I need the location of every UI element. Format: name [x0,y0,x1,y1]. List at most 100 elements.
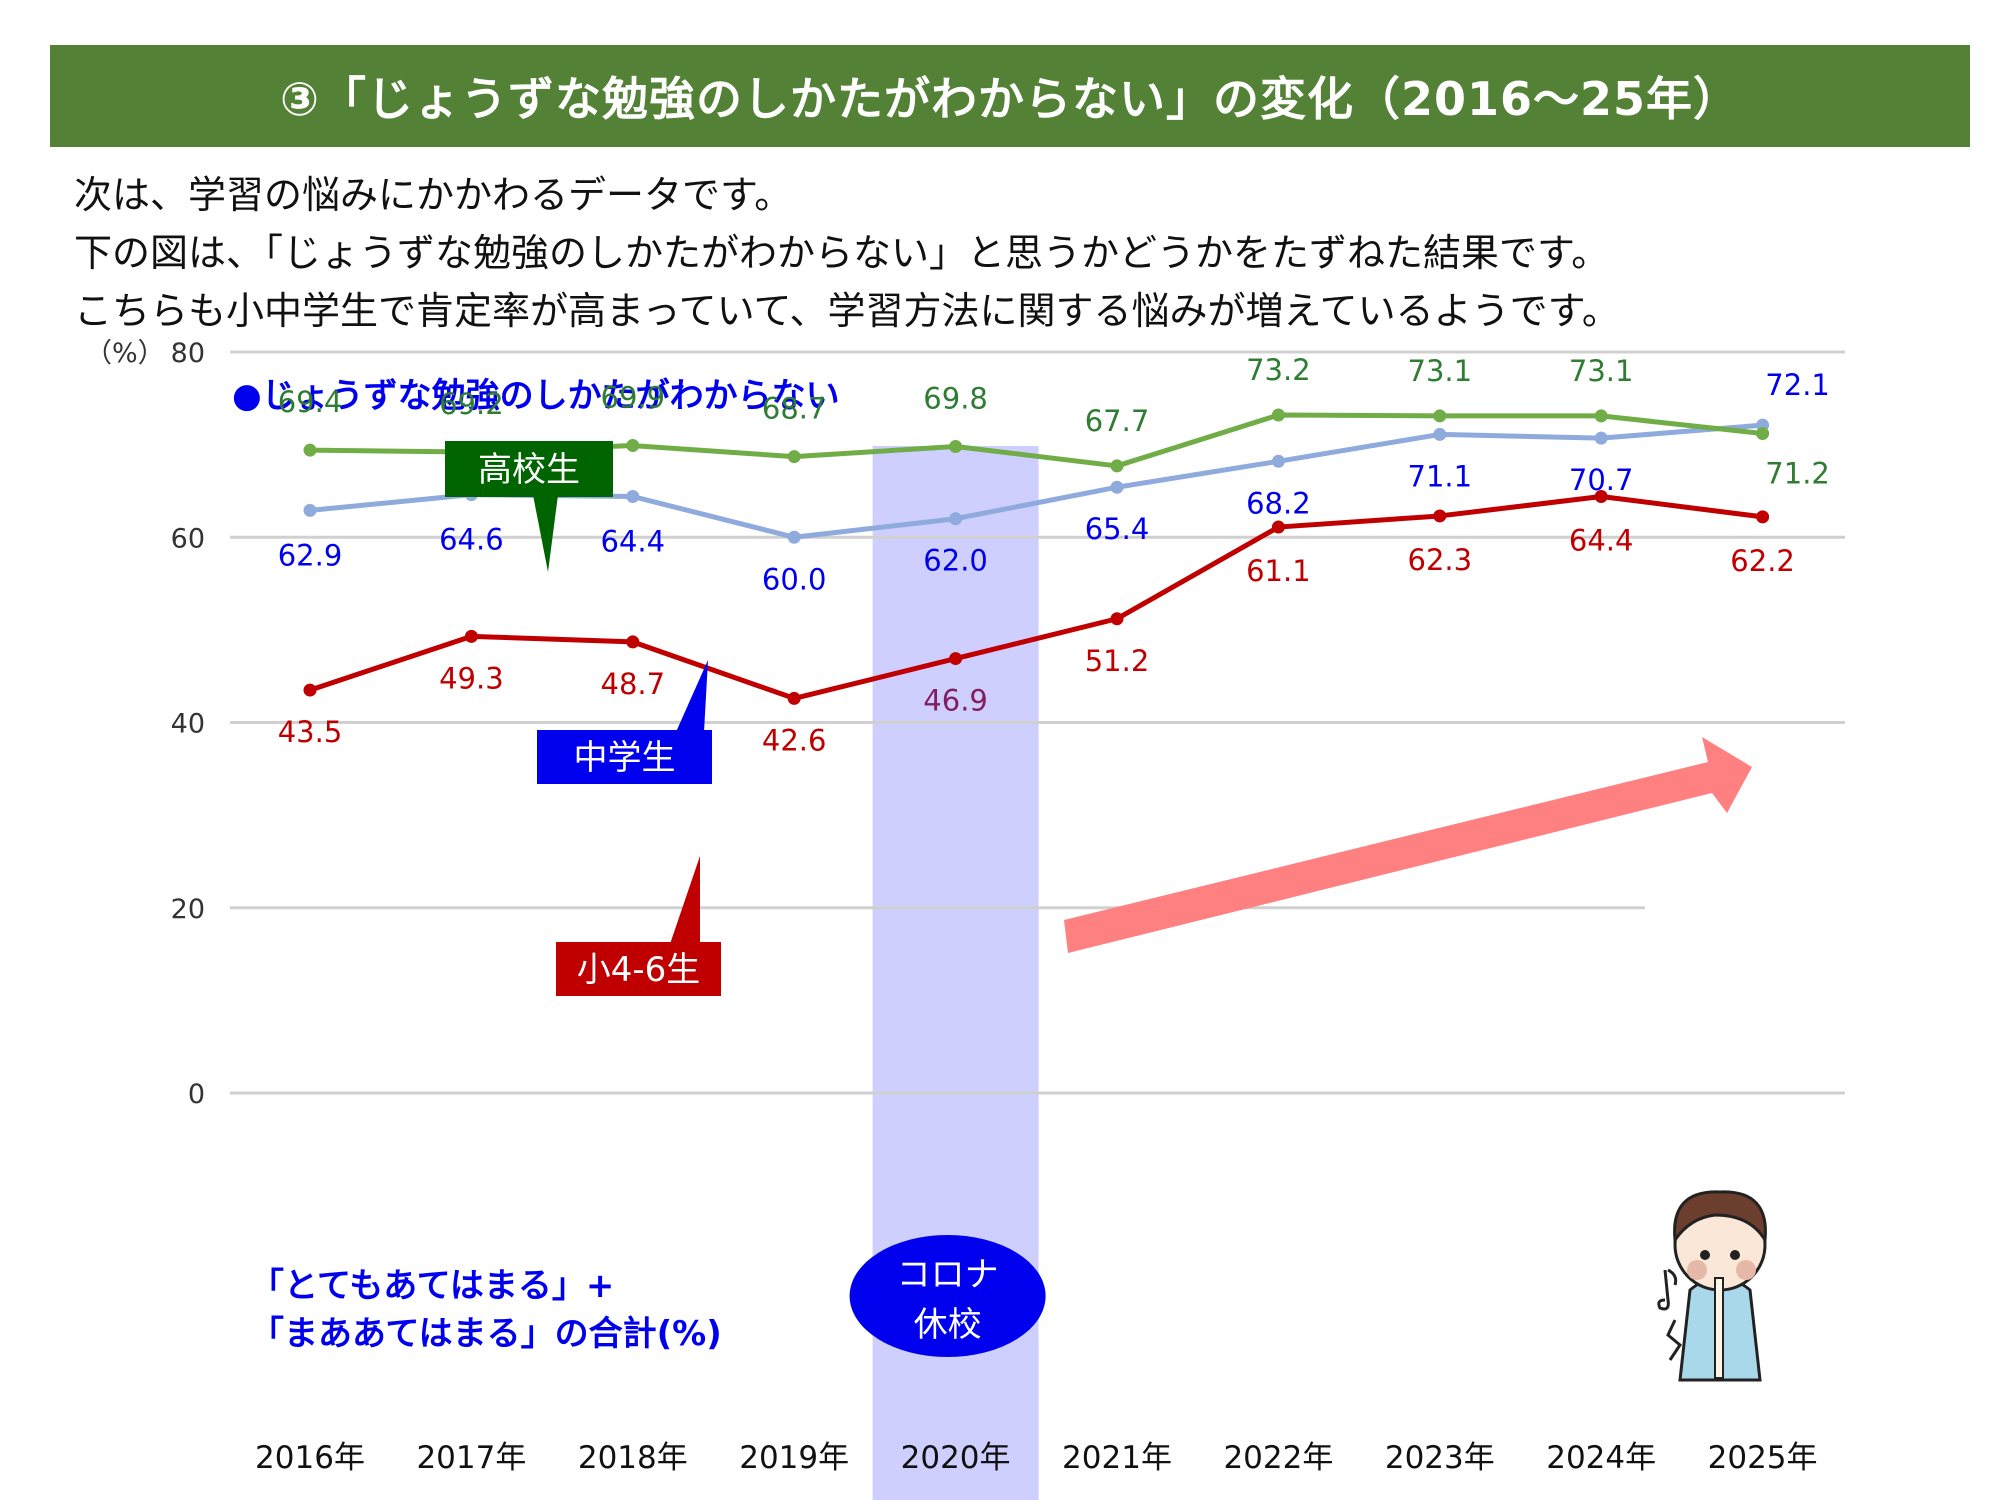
intro-text: 次は、学習の悩みにかかわるデータです。 下の図は、「じょうずな勉強のしかたがわか… [74,166,1620,340]
value-label-elem: 48.7 [601,667,666,701]
boy-playing-recorder-icon [1657,1190,1767,1382]
trend-arrow-icon [1064,737,1752,953]
value-label-elem: 51.2 [1085,644,1150,678]
cheek [1687,1260,1707,1280]
cheek [1736,1260,1756,1280]
data-point-high [626,439,640,453]
value-label-middle: 64.6 [439,523,504,557]
corona-badge-line-2: 休校 [914,1305,982,1345]
x-tick-label: 2021年 [1062,1440,1172,1476]
data-point-high [1433,409,1447,423]
data-point-elem [787,691,801,705]
value-label-elem: 64.4 [1569,523,1634,557]
value-label-elem: 46.9 [923,684,988,718]
value-label-middle: 72.1 [1765,368,1830,402]
y-tick-label: 40 [171,709,205,740]
value-label-high: 69.2 [439,387,504,421]
value-label-high: 73.1 [1569,354,1634,388]
value-label-elem: 42.6 [762,723,827,757]
value-label-high: 69.9 [601,381,666,415]
section-title: ③「じょうずな勉強のしかたがわからない」の変化（2016～25年） [280,72,1740,126]
intro-line: 次は、学習の悩みにかかわるデータです。 [74,173,793,217]
data-point-middle [787,530,801,544]
value-label-middle: 62.0 [923,544,988,578]
x-tick-label: 2022年 [1223,1440,1333,1476]
y-tick-label: 0 [188,1079,205,1110]
y-tick-label: 80 [171,338,205,369]
value-label-high: 69.4 [278,385,343,419]
data-point-high [1756,427,1770,441]
chart-title: ●じょうずな勉強のしかたがわからない [232,376,840,416]
legend-tag-label-high: 高校生 [478,450,580,490]
value-label-elem: 49.3 [439,661,504,695]
value-label-high: 71.2 [1765,457,1830,491]
x-tick-label: 2024年 [1546,1440,1656,1476]
value-label-elem: 43.5 [278,715,343,749]
y-axis-unit: （%） [85,338,165,369]
legend-callout-pointer-high [533,495,558,572]
data-point-high [303,443,317,457]
data-point-high [1110,459,1124,473]
corona-badge [849,1235,1046,1357]
x-tick-label: 2025年 [1708,1440,1818,1476]
intro-line: こちらも小中学生で肯定率が高まっていて、学習方法に関する悩みが増えているようです… [74,289,1620,333]
data-point-middle [303,503,317,517]
y-tick-label: 60 [171,523,205,554]
data-point-high [1594,409,1608,423]
value-label-middle: 68.2 [1246,486,1311,520]
data-point-high [1271,408,1285,422]
data-point-elem [1110,612,1124,626]
data-point-elem [626,635,640,649]
x-tick-label: 2019年 [739,1440,849,1476]
legend-tag-high [445,441,613,497]
value-label-high: 67.7 [1085,404,1150,438]
data-point-middle [626,489,640,503]
value-label-elem: 62.2 [1730,544,1795,578]
data-point-high [787,450,801,464]
legend-callout-pointer-middle [676,660,708,732]
value-label-elem: 62.3 [1408,543,1473,577]
value-label-middle: 71.1 [1408,459,1473,493]
value-label-middle: 62.9 [278,538,343,572]
data-point-elem [1756,510,1770,524]
eye [1700,1250,1710,1260]
data-point-elem [1594,489,1608,503]
chart-note: 「とてもあてはまる」+ 「まああてはまる」の合計(%) [250,1262,722,1358]
data-point-elem [1271,520,1285,534]
data-point-middle [1271,454,1285,468]
recorder [1714,1277,1724,1379]
intro-line: 下の図は、「じょうずな勉強のしかたがわからない」と思うかどうかをたずねた結果です… [74,231,1610,275]
data-point-middle [1110,480,1124,494]
x-tick-label: 2023年 [1385,1440,1495,1476]
value-label-middle: 64.4 [601,524,666,558]
x-tick-label: 2018年 [578,1440,688,1476]
legend-tag-middle [537,730,712,784]
data-point-elem [464,629,478,643]
eye [1730,1250,1740,1260]
value-label-high: 68.7 [762,392,827,426]
legend-tag-label-elem: 小4-6生 [577,950,701,990]
data-point-elem [303,683,317,697]
note-line-2: 「まああてはまる」の合計(%) [250,1314,722,1354]
section-header: ③「じょうずな勉強のしかたがわからない」の変化（2016～25年） [50,45,1970,147]
data-point-middle [949,512,963,526]
music-note-icon [1657,1268,1682,1361]
legend-callout-pointer-elem [670,856,700,944]
data-point-middle [1433,427,1447,441]
legend-tag-label-middle: 中学生 [574,738,676,778]
x-tick-label: 2016年 [255,1440,365,1476]
data-point-middle [1594,431,1608,445]
data-point-high [949,439,963,453]
legend-tag-elem [556,942,721,996]
note-line-1: 「とてもあてはまる」+ [250,1266,615,1306]
corona-badge-line-1: コロナ [897,1255,999,1295]
value-label-middle: 60.0 [762,562,827,596]
data-point-elem [949,652,963,666]
data-point-elem [1433,509,1447,523]
value-label-middle: 70.7 [1569,463,1634,497]
value-label-middle: 65.4 [1085,512,1150,546]
value-label-high: 69.8 [923,381,988,415]
value-label-high: 73.1 [1408,354,1473,388]
hair [1673,1190,1767,1245]
